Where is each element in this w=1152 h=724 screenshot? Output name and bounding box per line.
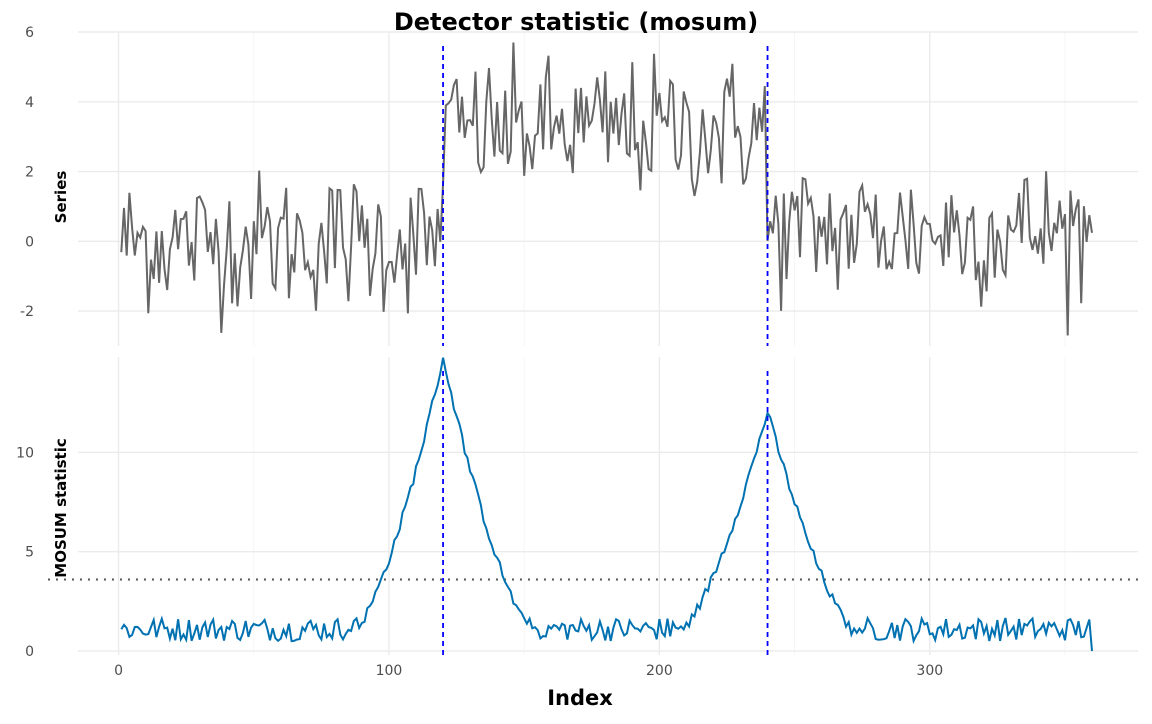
y-axis-title-series: Series — [52, 171, 70, 224]
x-tick-label: 0 — [114, 663, 123, 679]
x-tick-label: 200 — [646, 663, 673, 679]
y-tick-label: -2 — [20, 304, 34, 320]
y-axis-title-mosum: MOSUM statistic — [52, 438, 70, 577]
y-tick-label: 5 — [25, 545, 34, 561]
x-tick-label: 300 — [916, 663, 943, 679]
y-tick-label: 0 — [25, 234, 34, 250]
y-tick-label: 0 — [25, 644, 34, 660]
series-line — [120, 42, 1093, 336]
changepoint-layer — [442, 46, 769, 655]
y-tick-label: 10 — [16, 445, 34, 461]
x-tick-label: 100 — [376, 663, 403, 679]
chart-title: Detector statistic (mosum) — [394, 8, 758, 36]
grid-layer — [78, 31, 1138, 655]
series-layer — [120, 42, 1093, 652]
y-tick-label: 6 — [25, 25, 34, 41]
mosum-line — [120, 357, 1093, 652]
x-axis-title: Index — [547, 686, 613, 710]
y-tick-label: 2 — [25, 165, 34, 181]
y-tick-label: 4 — [25, 95, 34, 111]
